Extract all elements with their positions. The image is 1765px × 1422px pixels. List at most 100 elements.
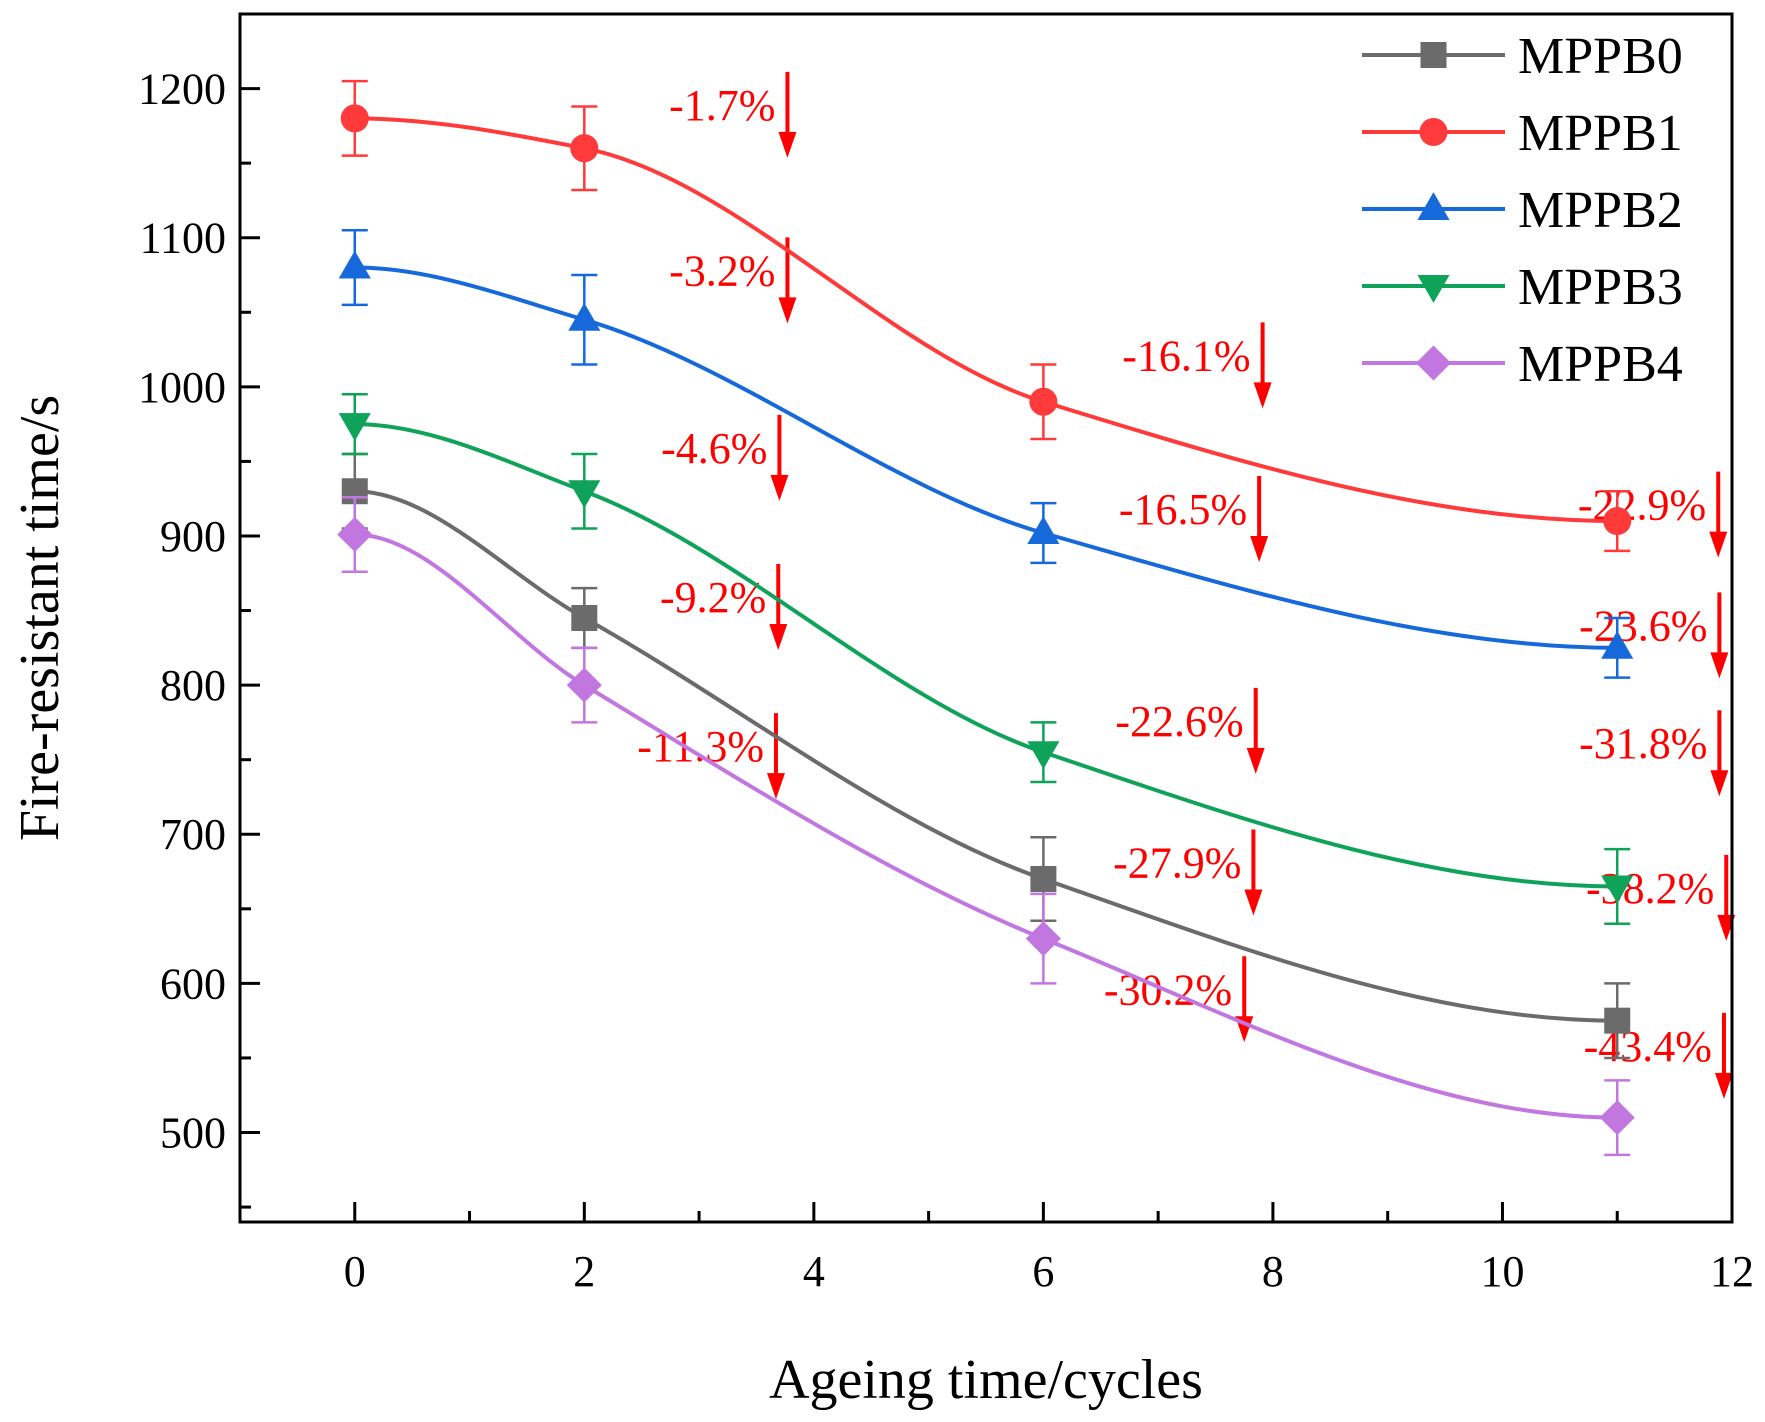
- y-tick-label: 1200: [138, 65, 226, 114]
- legend-entry-mppb2: MPPB2: [1362, 182, 1683, 239]
- annotation-arrow-head: [1714, 1072, 1733, 1099]
- data-point: [1601, 630, 1634, 659]
- legend-label: MPPB2: [1518, 182, 1683, 239]
- data-point: [571, 605, 598, 631]
- annotation-label: -22.6%: [1115, 697, 1243, 746]
- x-tick-label: 6: [1032, 1247, 1054, 1296]
- legend: MPPB0 MPPB1 MPPB2 MPPB3 MPPB4: [1362, 28, 1683, 393]
- y-tick-label: 800: [160, 661, 226, 710]
- data-point: [1029, 387, 1058, 416]
- annotation-label: -27.9%: [1113, 838, 1241, 887]
- legend-entry-mppb0: MPPB0: [1362, 28, 1683, 85]
- series-line: [354, 422, 1618, 889]
- series-line: [354, 265, 1618, 650]
- annotation-arrow-head: [1710, 652, 1729, 679]
- annotation-label: -16.1%: [1122, 331, 1250, 380]
- data-point: [1599, 1100, 1635, 1136]
- x-tick-label: 12: [1710, 1247, 1754, 1296]
- annotation-label: -43.4%: [1584, 1022, 1712, 1071]
- series-line: [354, 532, 1618, 1120]
- data-point: [570, 134, 599, 163]
- data-point: [338, 413, 371, 442]
- annotation: -4.6%: [661, 414, 789, 501]
- legend-marker: [1420, 42, 1447, 68]
- data-point: [1027, 741, 1060, 770]
- annotation: -22.6%: [1115, 687, 1265, 774]
- data-point: [568, 480, 601, 509]
- annotation-arrow-head: [766, 773, 785, 800]
- annotation: -16.5%: [1119, 476, 1269, 563]
- annotation-arrow-head: [778, 131, 797, 158]
- annotation-arrow-head: [1709, 531, 1728, 558]
- annotation: -9.2%: [660, 564, 788, 651]
- legend-marker: [1417, 275, 1450, 303]
- annotation-label: -16.5%: [1119, 485, 1247, 534]
- annotation-arrow-head: [1253, 382, 1272, 409]
- data-point: [1025, 921, 1061, 957]
- annotation-arrow-head: [778, 297, 797, 324]
- annotation: -1.7%: [669, 71, 797, 158]
- annotation-label: -4.6%: [661, 424, 767, 473]
- x-tick-label: 8: [1262, 1247, 1284, 1296]
- x-tick-label: 10: [1480, 1247, 1524, 1296]
- x-tick-label: 0: [344, 1247, 366, 1296]
- y-tick-label: 700: [160, 810, 226, 859]
- data-point: [1027, 516, 1060, 544]
- annotation-label: -3.2%: [669, 246, 775, 295]
- annotation: -23.6%: [1579, 592, 1729, 679]
- legend-label: MPPB0: [1518, 28, 1683, 85]
- annotation-arrow-head: [1244, 889, 1263, 916]
- annotation-arrow-head: [1250, 536, 1269, 563]
- legend-marker: [1415, 345, 1452, 381]
- annotation-label: -38.2%: [1586, 864, 1714, 913]
- legend-entry-mppb1: MPPB1: [1362, 105, 1683, 162]
- series-layer: [337, 79, 1635, 1157]
- plot-frame: [238, 12, 1734, 1224]
- legend-marker: [1417, 192, 1450, 220]
- x-tick-label: 2: [573, 1247, 595, 1296]
- y-tick-label: 600: [160, 959, 226, 1008]
- data-point: [1604, 1007, 1631, 1034]
- annotation-arrow-head: [769, 624, 788, 651]
- x-tick-label: 4: [803, 1247, 825, 1296]
- y-tick-label: 500: [160, 1109, 226, 1158]
- annotation: -31.8%: [1579, 710, 1729, 797]
- legend-label: MPPB4: [1518, 336, 1683, 393]
- legend-label: MPPB1: [1518, 105, 1683, 162]
- series-mppb3: [338, 393, 1634, 925]
- series-mppb2: [338, 228, 1634, 679]
- annotation: -27.9%: [1113, 829, 1263, 916]
- x-axis: 0 2 4 6 8 10 12: [238, 1202, 1754, 1296]
- annotation-arrow-head: [770, 474, 789, 501]
- legend-marker: [1419, 117, 1448, 147]
- y-tick-label: 900: [160, 512, 226, 561]
- data-point: [338, 250, 371, 279]
- y-tick-label: 1100: [140, 214, 226, 263]
- data-point: [1603, 507, 1632, 536]
- data-point: [1030, 865, 1057, 892]
- legend-entry-mppb4: MPPB4: [1362, 336, 1683, 393]
- x-axis-title: Ageing time/cycles: [769, 1349, 1203, 1411]
- annotation: -16.1%: [1122, 322, 1272, 409]
- data-point: [568, 302, 601, 331]
- legend-entry-mppb3: MPPB3: [1362, 259, 1683, 316]
- series-mppb4: [337, 495, 1635, 1157]
- series-mppb1: [340, 79, 1632, 553]
- data-point: [566, 667, 602, 703]
- y-tick-label: 1000: [138, 363, 226, 412]
- data-point: [340, 104, 369, 133]
- series-line: [354, 116, 1618, 524]
- legend-label: MPPB3: [1518, 259, 1683, 316]
- annotation-label: -23.6%: [1579, 601, 1707, 650]
- data-point: [337, 516, 373, 553]
- annotation: -22.9%: [1578, 471, 1728, 558]
- annotation-label: -1.7%: [669, 81, 775, 130]
- y-axis-title: Fire-resistant time/s: [9, 395, 71, 841]
- series-line: [354, 489, 1618, 1023]
- annotation-label: -31.8%: [1579, 719, 1707, 768]
- data-point: [1601, 875, 1634, 904]
- annotation-arrow-head: [1710, 770, 1729, 797]
- annotation-arrow-head: [1246, 747, 1265, 774]
- y-axis: 500 600 700 800 900 1000 1100 1200: [138, 12, 260, 1209]
